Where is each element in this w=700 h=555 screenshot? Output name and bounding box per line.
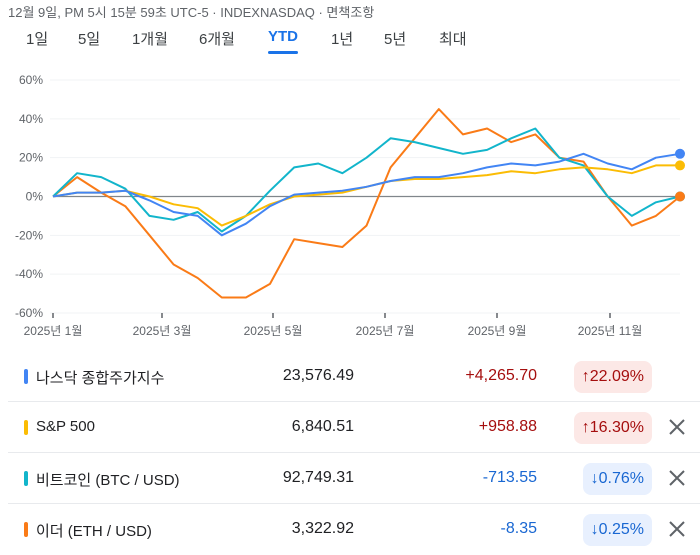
performance-chart[interactable]: 60% 40% 20% 0% -20% -40% -60% 2025년 1월 2025년 3월 2… [0, 66, 700, 350]
tab-6m[interactable]: 6개월 [199, 31, 235, 48]
series-end-marker [675, 148, 685, 159]
x-axis-label: 2025년 9월 [468, 324, 527, 338]
series-end-marker [675, 160, 685, 171]
x-axis-label: 2025년 1월 [24, 324, 83, 338]
table-row-nasdaq[interactable]: 나스닥 종합주가지수 23,576.49 +4,265.70 ↑22.09% [8, 352, 700, 402]
remove-comparison-icon[interactable] [666, 416, 688, 438]
x-axis-label: 2025년 3월 [133, 324, 192, 338]
tab-5d[interactable]: 5일 [78, 31, 101, 48]
price-value: 6,840.51 [291, 418, 354, 435]
series-end-marker [675, 191, 685, 202]
tab-max[interactable]: 최대 [439, 31, 467, 48]
instrument-name: 나스닥 종합주가지수 [36, 370, 165, 387]
series-line [52, 164, 680, 227]
tab-1d[interactable]: 1일 [26, 31, 49, 48]
series-color-marker [24, 471, 28, 486]
series-line [52, 152, 681, 237]
y-axis-label: 20% [19, 151, 43, 165]
percent-change-badge: ↑22.09% [573, 361, 652, 393]
instrument-name: 비트코인 (BTC / USD) [36, 472, 180, 489]
tab-ytd[interactable]: YTD [268, 28, 298, 54]
change-value: -8.35 [500, 520, 537, 537]
change-value: +4,265.70 [465, 367, 537, 384]
y-axis-label: 40% [19, 112, 43, 126]
instrument-name: 이더 (ETH / USD) [36, 523, 152, 540]
tab-1m[interactable]: 1개월 [132, 31, 168, 48]
change-value: +958.88 [478, 418, 537, 435]
percent-change-badge: ↓0.76% [582, 463, 652, 495]
remove-comparison-icon[interactable] [666, 467, 688, 489]
quote-metadata: 12월 9일, PM 5시 15분 59초 UTC-5 · INDEXNASDA… [8, 5, 375, 20]
y-axis-label: 0% [26, 190, 44, 204]
series-color-marker [24, 522, 28, 537]
table-row-sp500[interactable]: S&P 500 6,840.51 +958.88 ↑16.30% [8, 403, 700, 453]
x-axis-label: 2025년 5월 [244, 324, 303, 338]
series-color-marker [24, 369, 28, 384]
series-color-marker [24, 420, 28, 435]
y-axis-label: -40% [15, 267, 43, 281]
instrument-name: S&P 500 [36, 418, 95, 435]
percent-change-badge: ↑16.30% [573, 412, 652, 444]
table-row-eth[interactable]: 이더 (ETH / USD) 3,322.92 -8.35 ↓0.25% [8, 505, 700, 555]
tab-1y[interactable]: 1년 [331, 31, 354, 48]
x-axis-label: 2025년 7월 [356, 324, 415, 338]
price-value: 23,576.49 [282, 367, 354, 384]
range-tabs: 1일 5일 1개월 6개월 YTD 1년 5년 최대 [0, 28, 700, 54]
x-axis-label: 2025년 11월 [578, 324, 643, 338]
change-value: -713.55 [482, 469, 537, 486]
y-axis-label: -60% [15, 306, 43, 320]
price-value: 3,322.92 [291, 520, 354, 537]
y-axis-label: -20% [15, 228, 43, 242]
series-line [52, 108, 681, 299]
series-line [52, 127, 681, 233]
table-row-btc[interactable]: 비트코인 (BTC / USD) 92,749.31 -713.55 ↓0.76… [8, 454, 700, 504]
tab-5y[interactable]: 5년 [384, 31, 407, 48]
remove-comparison-icon[interactable] [666, 518, 688, 540]
y-axis-label: 60% [19, 73, 43, 87]
price-value: 92,749.31 [282, 469, 354, 486]
percent-change-badge: ↓0.25% [582, 514, 652, 546]
